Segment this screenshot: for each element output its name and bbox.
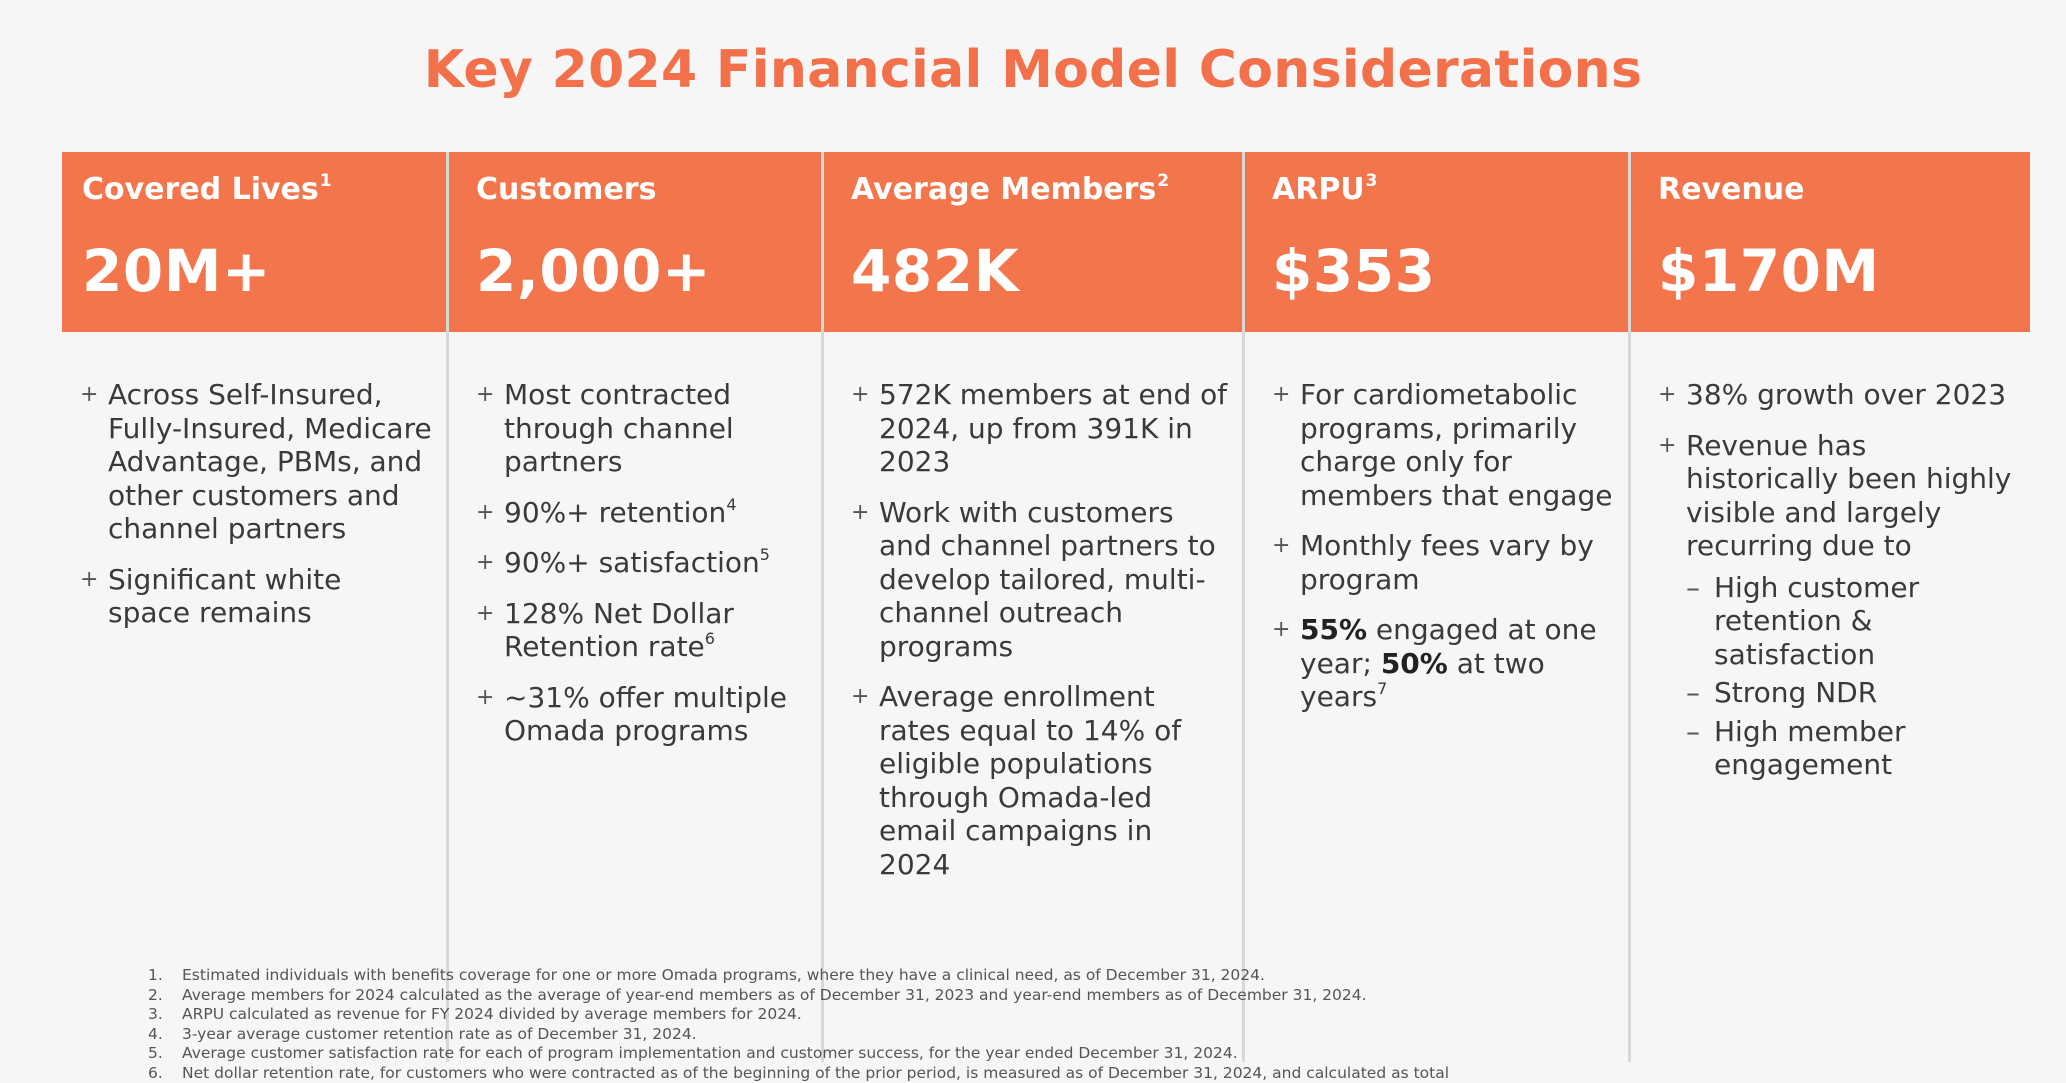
bullet-item: +For cardiometabolic programs, primarily… — [1272, 378, 1614, 512]
metric-label: Covered Lives1 — [82, 170, 426, 210]
metric-value: 482K — [851, 236, 1222, 306]
column-header: ARPU3 $353 — [1245, 152, 1628, 332]
bullet-item: +Significant white space remains — [80, 563, 432, 630]
metric-value: $170M — [1658, 236, 2010, 306]
dash-icon: – — [1686, 676, 1700, 710]
bullet-item: +38% growth over 2023 — [1658, 378, 2016, 412]
footnote-ref: 5 — [760, 545, 770, 564]
column-arpu: ARPU3 $353 +For cardiometabolic programs… — [1242, 152, 1628, 1062]
sub-bullet-list: –High customer retention & satisfaction … — [1686, 571, 2016, 782]
dash-icon: – — [1686, 571, 1700, 605]
bullet-item: +90%+ satisfaction5 — [476, 546, 807, 580]
column-body: +For cardiometabolic programs, primarily… — [1245, 332, 1628, 1062]
column-customers: Customers 2,000+ +Most contracted throug… — [446, 152, 821, 1062]
bullet-item: +Average enrollment rates equal to 14% o… — [851, 680, 1228, 881]
bullet-list: +572K members at end of 2024, up from 39… — [851, 378, 1228, 881]
column-covered-lives: Covered Lives1 20M+ +Across Self-Insured… — [62, 152, 446, 1062]
footnote-ref: 7 — [1377, 679, 1387, 698]
plus-icon: + — [80, 378, 98, 412]
plus-icon: + — [476, 546, 494, 580]
metric-label: Revenue — [1658, 170, 2010, 210]
footnote: 2.Average members for 2024 calculated as… — [148, 986, 1898, 1006]
bullet-list: +38% growth over 2023 +Revenue has histo… — [1658, 378, 2016, 782]
bullet-list: +Across Self-Insured, Fully-Insured, Med… — [80, 378, 432, 630]
footnote: 4.3-year average customer retention rate… — [148, 1025, 1898, 1045]
footnote: 5.Average customer satisfaction rate for… — [148, 1044, 1898, 1064]
bullet-list: +For cardiometabolic programs, primarily… — [1272, 378, 1614, 714]
column-body: +38% growth over 2023 +Revenue has histo… — [1631, 332, 2030, 1062]
footnote: 3.ARPU calculated as revenue for FY 2024… — [148, 1005, 1898, 1025]
footnote: 1.Estimated individuals with benefits co… — [148, 966, 1898, 986]
sub-bullet-item: –High customer retention & satisfaction — [1686, 571, 2016, 672]
column-header: Customers 2,000+ — [449, 152, 821, 332]
bullet-item: +128% Net Dollar Retention rate6 — [476, 597, 807, 664]
column-header: Revenue $170M — [1631, 152, 2030, 332]
plus-icon: + — [1272, 378, 1290, 412]
plus-icon: + — [80, 563, 98, 597]
column-body: +Most contracted through channel partner… — [449, 332, 821, 1062]
plus-icon: + — [476, 597, 494, 631]
sub-bullet-item: –Strong NDR — [1686, 676, 2016, 710]
bullet-item: +Revenue has historically been highly vi… — [1658, 429, 2016, 782]
bullet-item: +Most contracted through channel partner… — [476, 378, 807, 479]
bullet-item: +90%+ retention4 — [476, 496, 807, 530]
column-body: +Across Self-Insured, Fully-Insured, Med… — [62, 332, 446, 1062]
bullet-item: +572K members at end of 2024, up from 39… — [851, 378, 1228, 479]
plus-icon: + — [1658, 429, 1676, 463]
plus-icon: + — [851, 378, 869, 412]
column-header: Covered Lives1 20M+ — [62, 152, 446, 332]
bullet-item: +~31% offer multiple Omada programs — [476, 681, 807, 748]
metric-value: 2,000+ — [476, 236, 801, 306]
footnote-ref: 3 — [1366, 171, 1378, 191]
plus-icon: + — [1272, 529, 1290, 563]
footnote-ref: 2 — [1157, 171, 1169, 191]
bullet-item: +55% engaged at one year; 50% at two yea… — [1272, 613, 1614, 714]
footnote-ref: 4 — [726, 495, 736, 514]
plus-icon: + — [476, 681, 494, 715]
bullet-list: +Most contracted through channel partner… — [476, 378, 807, 748]
plus-icon: + — [1658, 378, 1676, 412]
column-average-members: Average Members2 482K +572K members at e… — [821, 152, 1242, 1062]
metric-value: 20M+ — [82, 236, 426, 306]
column-revenue: Revenue $170M +38% growth over 2023 +Rev… — [1628, 152, 2030, 1062]
plus-icon: + — [851, 680, 869, 714]
metric-label: Average Members2 — [851, 170, 1222, 210]
column-header: Average Members2 482K — [824, 152, 1242, 332]
footnotes: 1.Estimated individuals with benefits co… — [148, 966, 1898, 1083]
bullet-item: +Across Self-Insured, Fully-Insured, Med… — [80, 378, 432, 546]
plus-icon: + — [476, 378, 494, 412]
plus-icon: + — [476, 496, 494, 530]
sub-bullet-item: –High member engagement — [1686, 715, 2016, 782]
metrics-table: Covered Lives1 20M+ +Across Self-Insured… — [62, 152, 2030, 1062]
metric-label: ARPU3 — [1272, 170, 1608, 210]
page-title: Key 2024 Financial Model Considerations — [0, 40, 2066, 100]
metric-value: $353 — [1272, 236, 1608, 306]
footnote-ref: 1 — [320, 171, 332, 191]
footnote: 6.Net dollar retention rate, for custome… — [148, 1064, 1898, 1083]
dash-icon: – — [1686, 715, 1700, 749]
bullet-item: +Monthly fees vary by program — [1272, 529, 1614, 596]
column-body: +572K members at end of 2024, up from 39… — [824, 332, 1242, 1062]
bullet-item: +Work with customers and channel partner… — [851, 496, 1228, 664]
footnote-ref: 6 — [705, 629, 715, 648]
metric-label: Customers — [476, 170, 801, 210]
plus-icon: + — [851, 496, 869, 530]
plus-icon: + — [1272, 613, 1290, 647]
